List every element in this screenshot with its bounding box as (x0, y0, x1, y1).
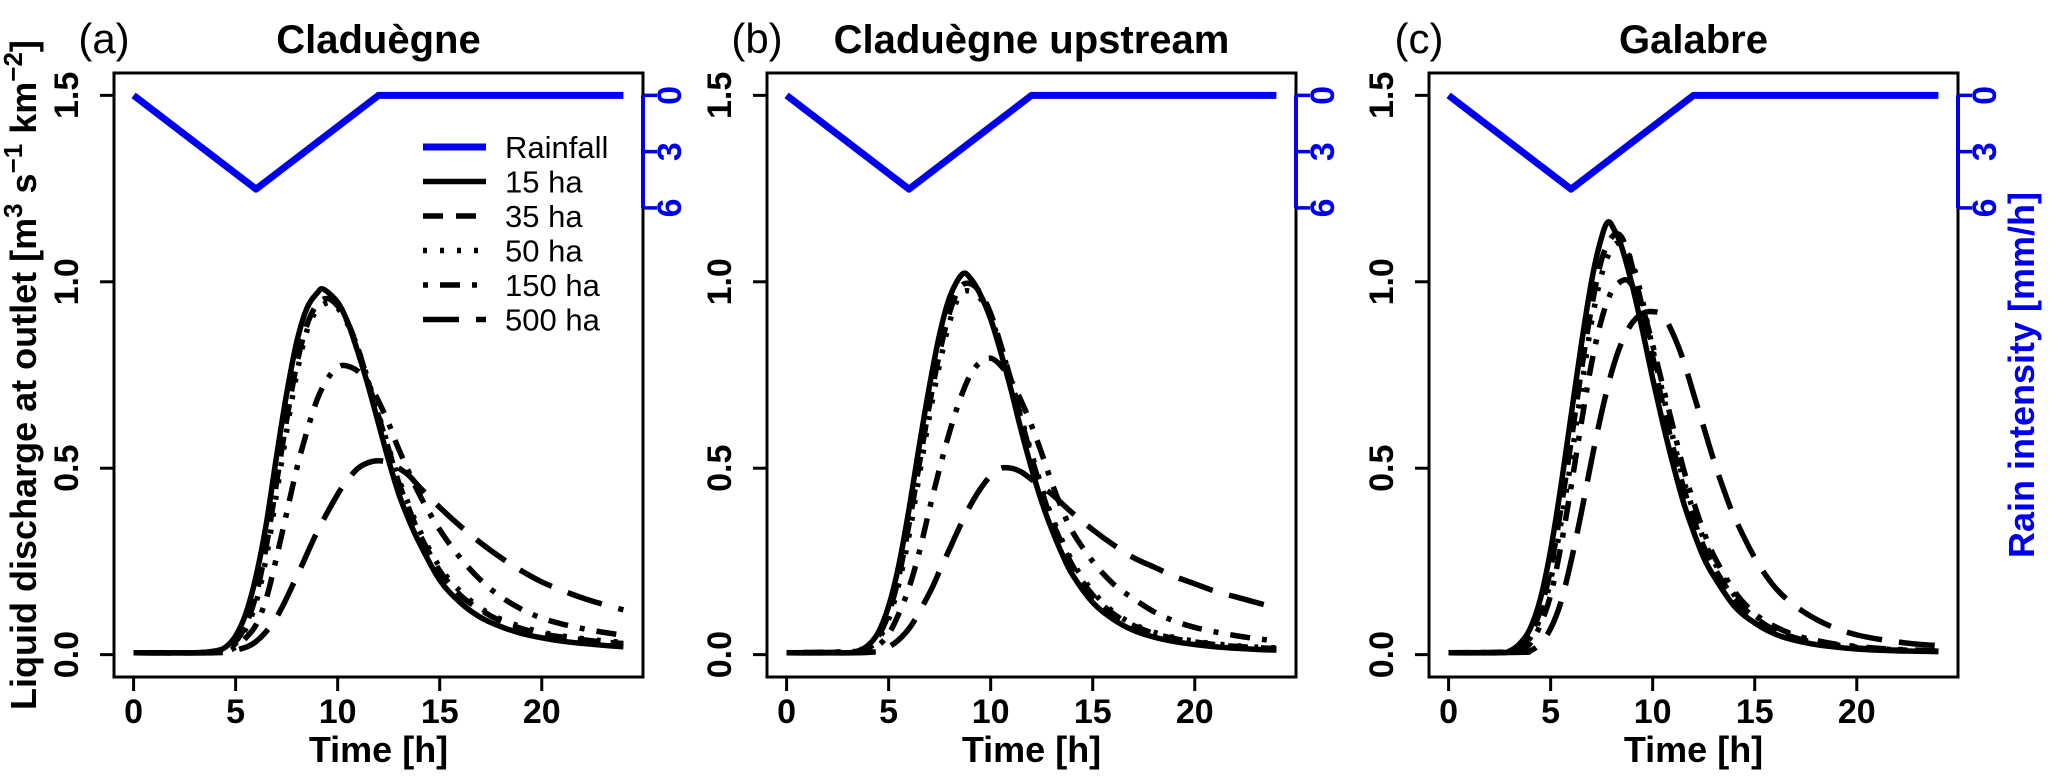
legend-label: Rainfall (505, 130, 608, 165)
legend-label: 50 ha (505, 234, 583, 269)
rain-tick-label: 6 (651, 198, 689, 217)
legend-label: 35 ha (505, 199, 583, 234)
rain-tick-label: 0 (1966, 86, 2004, 105)
y-left-tick-label: 0.5 (701, 445, 739, 492)
series-line-150-ha (786, 355, 1277, 656)
rainfall-line (784, 91, 1277, 193)
legend-label: 150 ha (505, 268, 601, 303)
y-left-tick-label: 1.0 (1363, 258, 1401, 305)
x-tick-label: 20 (1838, 693, 1876, 731)
plot-box (765, 71, 1298, 679)
y-left-tick-label: 0.5 (1363, 445, 1401, 492)
series-line-500-ha (786, 464, 1278, 656)
x-tick-label: 20 (1176, 693, 1214, 731)
x-tick-label: 0 (124, 693, 143, 731)
x-tick-label: 0 (777, 693, 796, 731)
x-tick-label: 15 (1736, 693, 1774, 731)
panel-b: 0 5 10 15 20 Time [h] 0.0 0.5 1.0 1.5 0 3 6 (b) Claduè… (701, 15, 1342, 770)
rain-tick-label: 6 (1966, 198, 2004, 217)
y-left-tick-label: 1.0 (48, 258, 86, 305)
series-line-15-ha (133, 286, 624, 656)
rainfall-line (131, 91, 624, 193)
rain-tick-label: 0 (1304, 86, 1342, 105)
series-line-50-ha (1448, 240, 1939, 656)
legend-label: 15 ha (505, 165, 583, 200)
panel-letter: (c) (1395, 15, 1444, 62)
panel-letter: (a) (78, 15, 129, 62)
x-tick-label: 10 (319, 693, 357, 731)
plot-box (112, 71, 645, 679)
y-left-axis-label: Liquid discharge at outlet [m3 s−1 km−2] (0, 40, 44, 710)
rain-tick-label: 6 (1304, 198, 1342, 217)
series-line-150-ha (133, 362, 624, 656)
panel-title: Claduègne (276, 18, 480, 62)
x-tick-label: 5 (879, 693, 898, 731)
rain-tick-label: 3 (1304, 142, 1342, 161)
x-tick-label: 0 (1439, 693, 1458, 731)
series-line-50-ha (786, 287, 1277, 656)
rain-axis-label: Rain intensity [mm/h] (2001, 192, 2042, 558)
rain-tick-label: 3 (651, 142, 689, 161)
x-tick-label: 5 (1541, 693, 1560, 731)
panel-title: Claduègne upstream (834, 18, 1230, 62)
plot-box (1427, 71, 1960, 679)
series-line-500-ha (133, 458, 625, 656)
y-left-tick-label: 1.5 (1363, 72, 1401, 119)
x-tick-label: 15 (1074, 693, 1112, 731)
series-line-50-ha (133, 299, 624, 656)
series-line-15-ha (1448, 219, 1939, 656)
series-line-35-ha (1448, 230, 1939, 656)
legend-label: 500 ha (505, 303, 601, 338)
rain-tick-label: 3 (1966, 142, 2004, 161)
series-line-35-ha (133, 295, 624, 656)
x-tick-label: 10 (972, 693, 1010, 731)
y-left-tick-label: 0.0 (48, 631, 86, 678)
panel-title: Galabre (1619, 18, 1768, 62)
y-left-tick-label: 0.0 (701, 631, 739, 678)
x-axis-label: Time [h] (1624, 729, 1763, 770)
y-left-tick-label: 1.0 (701, 258, 739, 305)
x-tick-label: 15 (421, 693, 459, 731)
y-left-tick-label: 0.0 (1363, 631, 1401, 678)
rainfall-line (1446, 91, 1939, 193)
x-axis-label: Time [h] (962, 729, 1101, 770)
series-line-500-ha (1448, 308, 1939, 656)
panel-a: 0 5 10 15 20 Time [h] 0.0 0.5 1.0 1.5 0 3 6 (a) Claduè… (48, 15, 689, 770)
y-left-tick-label: 1.5 (48, 72, 86, 119)
x-axis-label: Time [h] (309, 729, 448, 770)
x-tick-label: 20 (523, 693, 561, 731)
series-line-150-ha (1448, 276, 1939, 656)
x-tick-label: 5 (226, 693, 245, 731)
y-left-tick-label: 0.5 (48, 445, 86, 492)
rain-tick-label: 0 (651, 86, 689, 105)
panel-letter: (b) (731, 15, 782, 62)
panel-c: 0 5 10 15 20 Time [h] 0.0 0.5 1.0 1.5 0 3 6 (c) Galabr… (1363, 15, 2004, 770)
y-left-tick-label: 1.5 (701, 72, 739, 119)
x-tick-label: 10 (1634, 693, 1672, 731)
